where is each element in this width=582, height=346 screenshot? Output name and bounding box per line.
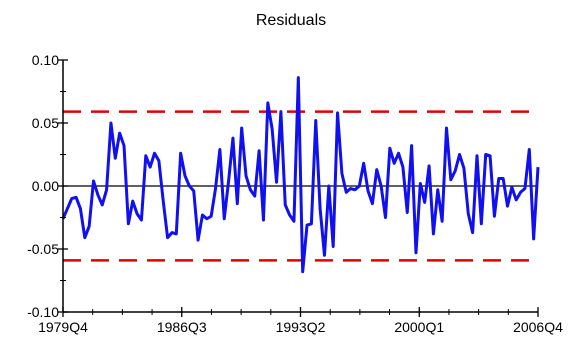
x-tick-label: 2000Q1 — [394, 319, 444, 335]
chart-title: Residuals — [256, 12, 326, 29]
y-tick-label: -0.10 — [27, 304, 59, 320]
x-tick-label: 1979Q4 — [38, 319, 88, 335]
x-tick-label: 1993Q2 — [276, 319, 326, 335]
y-tick-label: -0.05 — [27, 241, 59, 257]
y-tick-label: 0.05 — [32, 115, 59, 131]
x-tick-label: 2006Q4 — [513, 319, 563, 335]
x-tick-label: 1986Q3 — [157, 319, 207, 335]
y-tick-label: 0.00 — [32, 178, 59, 194]
y-tick-label: 0.10 — [32, 52, 59, 68]
series-line-0 — [61, 76, 540, 274]
